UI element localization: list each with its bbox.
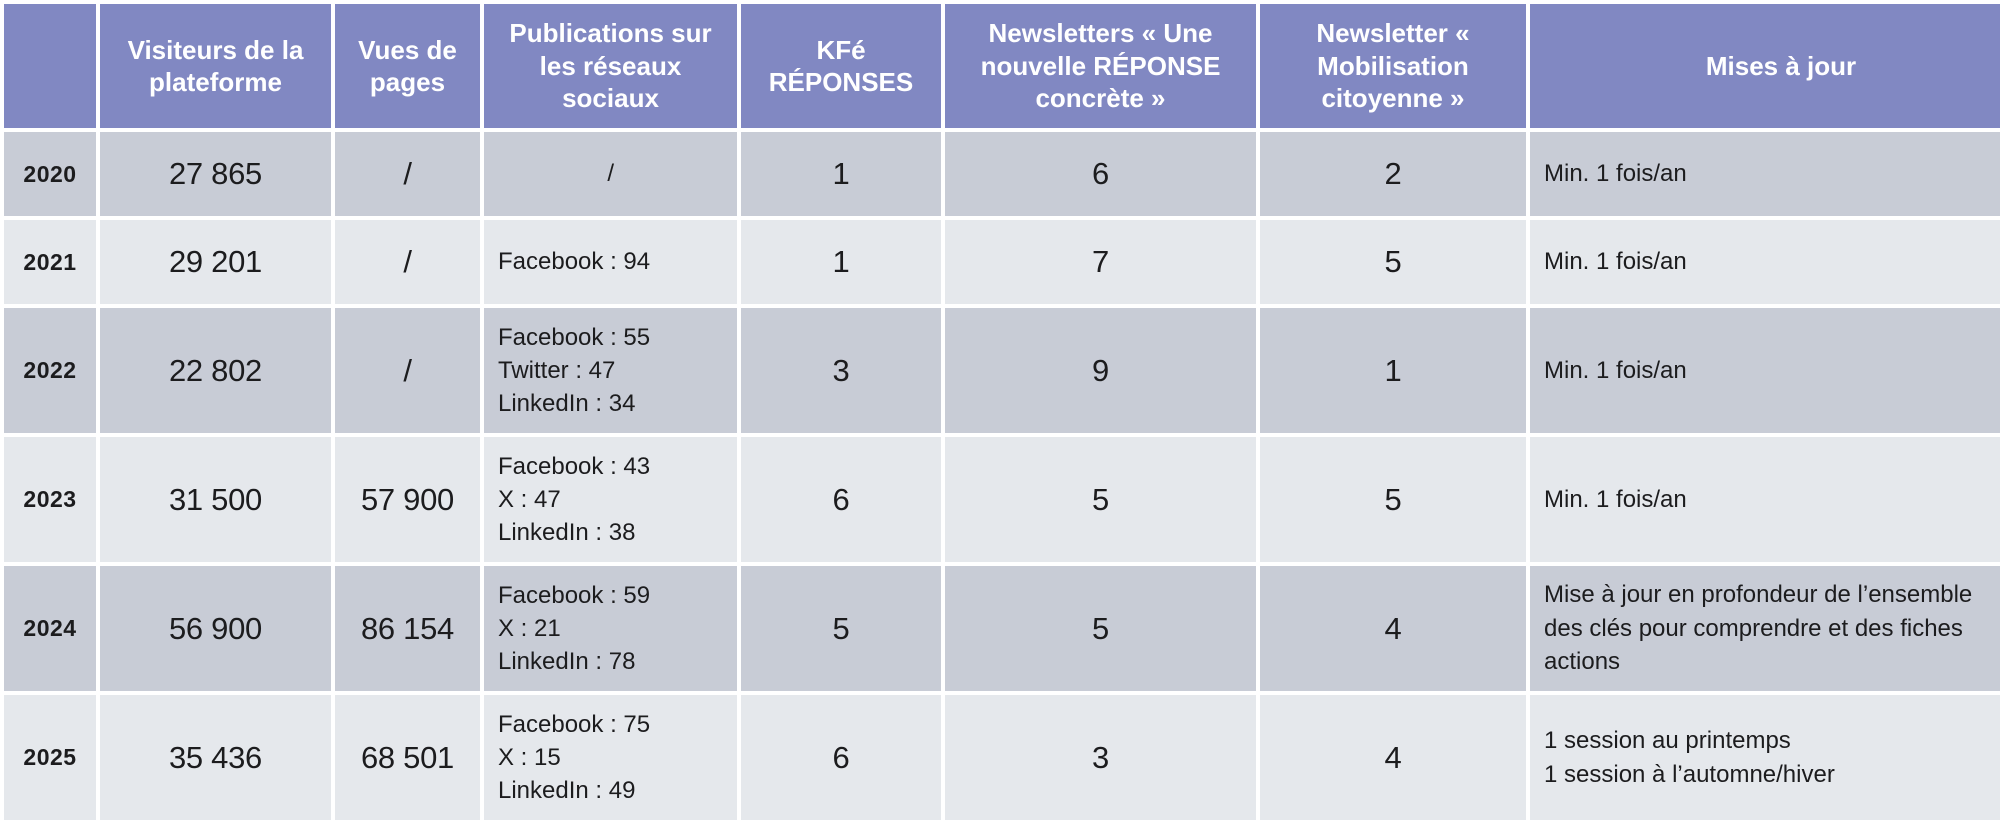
cell-newsletter-reponse: 7 xyxy=(945,220,1256,304)
cell-year: 2024 xyxy=(4,566,96,691)
cell-newsletter-mobilisation: 5 xyxy=(1260,220,1526,304)
cell-newsletter-reponse: 9 xyxy=(945,308,1256,433)
cell-updates: Min. 1 fois/an xyxy=(1530,437,2000,562)
cell-year: 2020 xyxy=(4,132,96,216)
cell-kfe-reponses: 1 xyxy=(741,132,941,216)
cell-updates: Min. 1 fois/an xyxy=(1530,132,2000,216)
table-row-2020: 2020 27 865 / / 1 6 2 Min. 1 fois/an xyxy=(4,132,2000,216)
cell-year: 2025 xyxy=(4,695,96,820)
header-year xyxy=(4,4,96,128)
cell-visitors: 22 802 xyxy=(100,308,331,433)
cell-visitors: 27 865 xyxy=(100,132,331,216)
cell-social-posts: Facebook : 43 X : 47 LinkedIn : 38 xyxy=(484,437,737,562)
cell-social-posts: Facebook : 94 xyxy=(484,220,737,304)
cell-year: 2022 xyxy=(4,308,96,433)
header-updates: Mises à jour xyxy=(1530,4,2000,128)
social-post-line: Facebook : 75 xyxy=(498,710,651,738)
cell-year: 2021 xyxy=(4,220,96,304)
table-row-2022: 2022 22 802 / Facebook : 55 Twitter : 47… xyxy=(4,308,2000,433)
social-post-line: Facebook : 59 xyxy=(498,581,651,609)
cell-social-posts: / xyxy=(484,132,737,216)
updates-line: 1 session à l’automne/hiver xyxy=(1544,760,1835,788)
cell-newsletter-mobilisation: 4 xyxy=(1260,566,1526,691)
cell-newsletter-mobilisation: 1 xyxy=(1260,308,1526,433)
cell-visitors: 56 900 xyxy=(100,566,331,691)
cell-page-views: 86 154 xyxy=(335,566,480,691)
social-post-line: LinkedIn : 38 xyxy=(498,519,636,547)
cell-newsletter-reponse: 5 xyxy=(945,437,1256,562)
cell-visitors: 35 436 xyxy=(100,695,331,820)
cell-page-views: 57 900 xyxy=(335,437,480,562)
table-row-2023: 2023 31 500 57 900 Facebook : 43 X : 47 … xyxy=(4,437,2000,562)
cell-updates: Mise à jour en profondeur de l’ensemble … xyxy=(1530,566,2000,691)
header-social-posts: Publications sur les réseaux sociaux xyxy=(484,4,737,128)
cell-year: 2023 xyxy=(4,437,96,562)
social-post-line: LinkedIn : 49 xyxy=(498,777,636,805)
header-row: Visiteurs de la plateforme Vues de pages… xyxy=(4,4,2000,128)
cell-kfe-reponses: 6 xyxy=(741,437,941,562)
cell-kfe-reponses: 5 xyxy=(741,566,941,691)
table-row-2025: 2025 35 436 68 501 Facebook : 75 X : 15 … xyxy=(4,695,2000,820)
header-visitors: Visiteurs de la plateforme xyxy=(100,4,331,128)
cell-updates: 1 session au printemps 1 session à l’aut… xyxy=(1530,695,2000,820)
social-post-line: LinkedIn : 34 xyxy=(498,390,636,418)
cell-kfe-reponses: 1 xyxy=(741,220,941,304)
social-post-line: X : 15 xyxy=(498,743,561,771)
social-post-line: / xyxy=(607,160,614,188)
cell-page-views: 68 501 xyxy=(335,695,480,820)
cell-newsletter-mobilisation: 5 xyxy=(1260,437,1526,562)
cell-updates: Min. 1 fois/an xyxy=(1530,220,2000,304)
updates-line: Min. 1 fois/an xyxy=(1544,160,1687,188)
cell-newsletter-reponse: 5 xyxy=(945,566,1256,691)
cell-updates: Min. 1 fois/an xyxy=(1530,308,2000,433)
header-newsletter-mobilisation: Newsletter « Mobilisation citoyenne » xyxy=(1260,4,1526,128)
cell-page-views: / xyxy=(335,132,480,216)
cell-visitors: 31 500 xyxy=(100,437,331,562)
cell-page-views: / xyxy=(335,308,480,433)
social-post-line: Facebook : 55 xyxy=(498,323,651,351)
cell-social-posts: Facebook : 55 Twitter : 47 LinkedIn : 34 xyxy=(484,308,737,433)
header-kfe-reponses: KFé RÉPONSES xyxy=(741,4,941,128)
cell-social-posts: Facebook : 75 X : 15 LinkedIn : 49 xyxy=(484,695,737,820)
header-page-views: Vues de pages xyxy=(335,4,480,128)
updates-line: Min. 1 fois/an xyxy=(1544,356,1687,384)
cell-kfe-reponses: 3 xyxy=(741,308,941,433)
cell-page-views: / xyxy=(335,220,480,304)
cell-newsletter-reponse: 6 xyxy=(945,132,1256,216)
header-newsletter-reponse: Newsletters « Une nouvelle RÉPONSE concr… xyxy=(945,4,1256,128)
social-post-line: Facebook : 94 xyxy=(498,248,651,276)
social-post-line: Facebook : 43 xyxy=(498,452,651,480)
cell-social-posts: Facebook : 59 X : 21 LinkedIn : 78 xyxy=(484,566,737,691)
cell-visitors: 29 201 xyxy=(100,220,331,304)
cell-kfe-reponses: 6 xyxy=(741,695,941,820)
social-post-line: LinkedIn : 78 xyxy=(498,648,636,676)
social-post-line: Twitter : 47 xyxy=(498,356,616,384)
social-post-line: X : 47 xyxy=(498,485,561,513)
table-row-2024: 2024 56 900 86 154 Facebook : 59 X : 21 … xyxy=(4,566,2000,691)
cell-newsletter-mobilisation: 4 xyxy=(1260,695,1526,820)
updates-line: 1 session au printemps xyxy=(1544,726,1791,754)
updates-line: Min. 1 fois/an xyxy=(1544,248,1687,276)
table-row-2021: 2021 29 201 / Facebook : 94 1 7 5 Min. 1… xyxy=(4,220,2000,304)
cell-newsletter-reponse: 3 xyxy=(945,695,1256,820)
social-post-line: X : 21 xyxy=(498,614,561,642)
updates-line: Min. 1 fois/an xyxy=(1544,485,1687,513)
updates-line: Mise à jour en profondeur de l’ensemble … xyxy=(1544,581,1973,676)
cell-newsletter-mobilisation: 2 xyxy=(1260,132,1526,216)
